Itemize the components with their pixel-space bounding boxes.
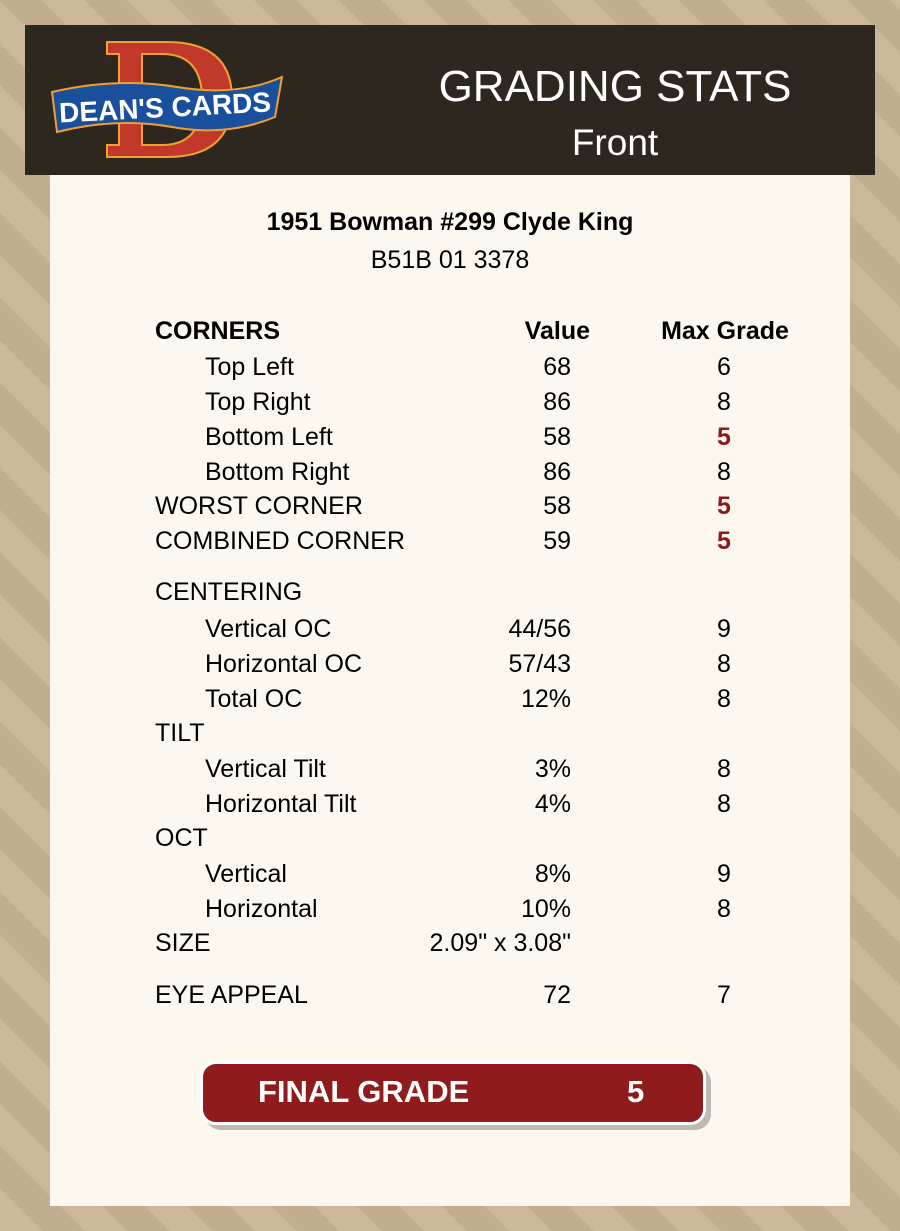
stats-panel — [50, 175, 850, 1206]
row-max-grade: 5 — [717, 423, 731, 451]
deans-cards-logo: DEAN'S CARDS — [50, 41, 284, 158]
card-name: 1951 Bowman #299 Clyde King — [266, 208, 634, 236]
row-label: Vertical — [205, 860, 287, 888]
row-label: Horizontal OC — [205, 650, 362, 678]
table-row: OCT — [0, 821, 900, 855]
row-label: COMBINED CORNER — [155, 527, 406, 555]
table-row: Top Right 86 8 — [0, 385, 900, 419]
row-max-grade: 8 — [717, 388, 731, 416]
row-max-grade: 8 — [717, 685, 731, 713]
row-label: Horizontal — [205, 895, 318, 923]
row-max-grade: 8 — [717, 650, 731, 678]
row-max-grade: 5 — [717, 492, 731, 520]
row-max-grade: 8 — [717, 790, 731, 818]
row-label: WORST CORNER — [155, 492, 363, 520]
row-max-grade: 7 — [717, 981, 731, 1009]
page-subtitle: Front — [571, 122, 659, 163]
row-value: 10% — [520, 895, 571, 923]
row-label: OCT — [155, 824, 208, 852]
table-row: Horizontal 10% 8 — [0, 892, 900, 926]
row-max-grade: 6 — [717, 353, 731, 381]
table-row: Vertical Tilt 3% 8 — [0, 752, 900, 786]
row-value: 59 — [543, 527, 571, 555]
row-label: Bottom Right — [205, 458, 350, 486]
row-value: 58 — [543, 492, 571, 520]
table-row: CENTERING — [0, 575, 900, 609]
table-row: Bottom Left 58 5 — [0, 420, 900, 454]
table-row: Horizontal Tilt 4% 8 — [0, 787, 900, 821]
row-label: Top Left — [205, 353, 294, 381]
row-label: EYE APPEAL — [155, 981, 308, 1009]
row-value: 12% — [520, 685, 571, 713]
table-header-row: CORNERS Value Max Grade — [0, 314, 900, 348]
row-max-grade: 8 — [717, 895, 731, 923]
final-grade-value: 5 — [627, 1074, 645, 1109]
row-value: 4% — [534, 790, 571, 818]
row-value: 3% — [534, 755, 571, 783]
final-grade-label: FINAL GRADE — [258, 1074, 470, 1109]
row-label: SIZE — [155, 929, 211, 957]
row-label: Horizontal Tilt — [205, 790, 357, 818]
table-row: Bottom Right 86 8 — [0, 455, 900, 489]
table-row: Vertical 8% 9 — [0, 857, 900, 891]
row-value: 2.09" x 3.08" — [429, 929, 571, 957]
table-row: Top Left 68 6 — [0, 350, 900, 384]
row-label: Top Right — [205, 388, 311, 416]
row-value: 86 — [543, 458, 571, 486]
table-row: WORST CORNER 58 5 — [0, 489, 900, 523]
header: DEAN'S CARDS GRADING STATS Front — [25, 25, 875, 175]
row-label: Vertical Tilt — [205, 755, 326, 783]
row-label: CENTERING — [155, 578, 303, 606]
final-grade-badge: FINAL GRADE 5 — [200, 1061, 706, 1125]
table-row: Vertical OC 44/56 9 — [0, 612, 900, 646]
row-max-grade: 5 — [717, 527, 731, 555]
table-row: EYE APPEAL 72 7 — [0, 978, 900, 1012]
row-max-grade: Max Grade — [661, 317, 789, 345]
table-row: SIZE 2.09" x 3.08" — [0, 926, 900, 960]
table-row: Total OC 12% 8 — [0, 682, 900, 716]
row-value: 72 — [543, 981, 571, 1009]
row-label: Bottom Left — [205, 423, 333, 451]
row-max-grade: 9 — [717, 860, 731, 888]
row-max-grade: 9 — [717, 615, 731, 643]
row-label: Vertical OC — [205, 615, 332, 643]
row-value: 68 — [543, 353, 571, 381]
row-label: CORNERS — [155, 317, 281, 345]
row-max-grade: 8 — [717, 458, 731, 486]
page-title: GRADING STATS — [438, 62, 792, 111]
row-value: 8% — [534, 860, 571, 888]
row-value: Value — [524, 317, 590, 345]
row-value: 57/43 — [508, 650, 571, 678]
row-value: 58 — [543, 423, 571, 451]
row-label: TILT — [155, 719, 205, 747]
row-value: 86 — [543, 388, 571, 416]
row-max-grade: 8 — [717, 755, 731, 783]
row-value: 44/56 — [508, 615, 571, 643]
cert-number: B51B 01 3378 — [370, 246, 530, 274]
table-row: COMBINED CORNER 59 5 — [0, 524, 900, 558]
row-label: Total OC — [205, 685, 303, 713]
table-row: TILT — [0, 716, 900, 750]
table-row: Horizontal OC 57/43 8 — [0, 647, 900, 681]
